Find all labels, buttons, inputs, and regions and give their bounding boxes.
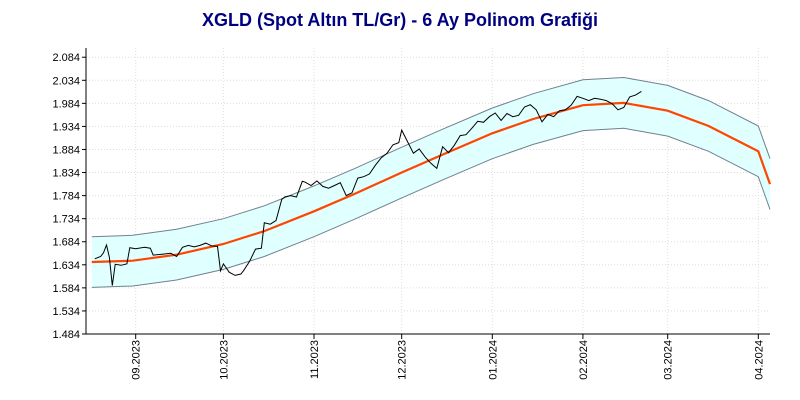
x-tick-label: 11.2023 xyxy=(309,340,321,379)
trend-line xyxy=(91,101,772,264)
y-tick-label: 1.534 xyxy=(52,306,80,318)
y-tick-label: 1.684 xyxy=(52,237,80,249)
x-tick-label: 03.2024 xyxy=(663,340,675,380)
band-upper-line xyxy=(91,76,771,238)
band-lower-line xyxy=(91,127,771,288)
x-tick-label: 09.2023 xyxy=(131,340,143,380)
x-tick-label: 01.2024 xyxy=(487,340,499,380)
y-tick-label: 2.034 xyxy=(52,75,80,87)
y-tick-label: 1.484 xyxy=(52,329,80,341)
y-tick-label: 1.734 xyxy=(52,214,80,226)
y-tick-label: 1.784 xyxy=(52,191,80,203)
axes: 2.084 2.034 1.984 1.934 1.884 1.834 1.784 1.734… xyxy=(52,48,770,380)
y-tick-label: 1.884 xyxy=(52,144,80,156)
y-tick-label: 1.584 xyxy=(52,283,80,295)
x-tick-label: 02.2024 xyxy=(578,340,590,380)
band-fill xyxy=(91,77,771,288)
x-tick-label: 10.2023 xyxy=(218,340,230,380)
y-tick-label: 1.634 xyxy=(52,260,80,272)
y-tick-label: 1.834 xyxy=(52,168,80,180)
price-line xyxy=(94,90,642,286)
y-tick-label: 1.984 xyxy=(52,98,80,110)
y-tick-label: 2.084 xyxy=(52,52,80,64)
x-tick-label: 12.2023 xyxy=(397,340,409,380)
series-group xyxy=(91,90,772,286)
chart-title: XGLD (Spot Altın TL/Gr) - 6 Ay Polinom G… xyxy=(202,10,598,30)
x-tick-label: 04.2024 xyxy=(753,340,765,380)
confidence-band xyxy=(91,76,771,288)
y-tick-label: 1.934 xyxy=(52,121,80,133)
